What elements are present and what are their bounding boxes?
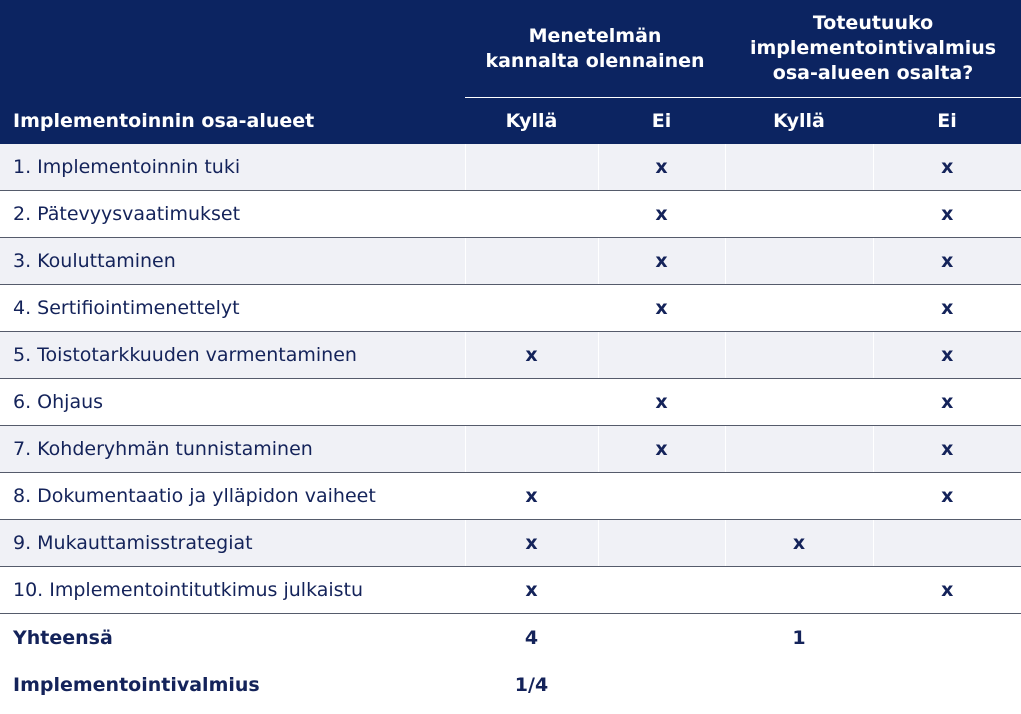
row-mark-rel-yes: x	[464, 566, 598, 614]
row-mark-rel-no	[597, 566, 726, 614]
totals-relevance-yes: 4	[524, 626, 539, 649]
table-header: Menetelmän kannalta olennainen Toteutuuk…	[0, 0, 1021, 144]
row-mark-rel-yes	[464, 237, 598, 285]
row-mark-rel-yes	[464, 378, 598, 426]
row-mark-ready-no: x	[872, 425, 1021, 473]
header-readiness-line1: Toteutuuko	[812, 12, 934, 34]
table-row: 9. Mukauttamisstrategiat x x	[0, 519, 1021, 567]
row-mark-rel-no: x	[597, 190, 726, 238]
row-mark-rel-yes	[464, 144, 598, 191]
table-row: 2. Pätevyysvaatimukset x x	[0, 190, 1021, 238]
row-mark-rel-yes: x	[464, 519, 598, 567]
row-mark-rel-yes: x	[464, 331, 598, 379]
header-readiness-yes: Kyllä	[725, 97, 874, 144]
readiness-empty-1	[598, 661, 725, 708]
row-mark-ready-no: x	[872, 284, 1021, 332]
row-mark-ready-no: x	[872, 144, 1021, 191]
header-readiness-group: Toteutuuko implementointivalmius osa-alu…	[725, 0, 1021, 98]
readiness-label: Implementointivalmius	[13, 673, 260, 696]
header-area-label: Implementoinnin osa-alueet	[0, 97, 465, 144]
row-mark-ready-yes	[724, 472, 874, 520]
totals-label: Yhteensä	[13, 626, 113, 649]
row-label: 1. Implementoinnin tuki	[0, 144, 465, 191]
table-row: 4. Sertifiointimenettelyt x x	[0, 284, 1021, 332]
row-mark-ready-yes	[724, 378, 874, 426]
row-mark-rel-no	[597, 472, 726, 520]
row-mark-ready-yes	[724, 284, 874, 332]
row-mark-ready-yes	[724, 566, 874, 614]
header-relevance-group: Menetelmän kannalta olennainen	[465, 0, 726, 98]
table-row: 1. Implementoinnin tuki x x	[0, 144, 1021, 191]
header-readiness-line2: implementointivalmius	[749, 37, 997, 59]
row-label: 2. Pätevyysvaatimukset	[0, 190, 465, 238]
table-row: 8. Dokumentaatio ja ylläpidon vaiheet x x	[0, 472, 1021, 520]
row-mark-ready-yes	[724, 425, 874, 473]
row-mark-rel-no: x	[597, 425, 726, 473]
row-mark-rel-yes: x	[464, 472, 598, 520]
table-body: 1. Implementoinnin tuki x x 2. Pätevyysvaat…	[0, 144, 1021, 614]
row-label: 5. Toistotarkkuuden varmentaminen	[0, 331, 465, 379]
header-readiness-no: Ei	[873, 97, 1021, 144]
table-row: 10. Implementointitutkimus julkaistu x x	[0, 566, 1021, 614]
row-mark-rel-yes	[464, 190, 598, 238]
row-label: 4. Sertifiointimenettelyt	[0, 284, 465, 332]
row-label: 3. Kouluttaminen	[0, 237, 465, 285]
row-mark-ready-yes	[724, 237, 874, 285]
row-mark-ready-no: x	[872, 237, 1021, 285]
row-label: 10. Implementointitutkimus julkaistu	[0, 566, 465, 614]
readiness-empty-2	[725, 661, 873, 708]
row-mark-ready-no: x	[872, 472, 1021, 520]
row-label: 9. Mukauttamisstrategiat	[0, 519, 465, 567]
table-footer: Yhteensä 4 1 Implementointivalmius 1/4	[0, 614, 1021, 709]
header-relevance-yes: Kyllä	[465, 97, 598, 144]
row-mark-rel-no: x	[597, 237, 726, 285]
row-mark-rel-no: x	[597, 378, 726, 426]
header-relevance-line2: kannalta olennainen	[485, 49, 705, 72]
row-mark-ready-yes	[724, 144, 874, 191]
header-empty-cell	[0, 0, 465, 98]
table-row: 5. Toistotarkkuuden varmentaminen x x	[0, 331, 1021, 379]
table-row: 6. Ohjaus x x	[0, 378, 1021, 426]
row-mark-ready-yes: x	[724, 519, 874, 567]
table-row: 3. Kouluttaminen x x	[0, 237, 1021, 285]
row-mark-rel-no	[597, 331, 726, 379]
row-mark-ready-no: x	[872, 190, 1021, 238]
row-label: 8. Dokumentaatio ja ylläpidon vaiheet	[0, 472, 465, 520]
row-mark-ready-no: x	[872, 566, 1021, 614]
totals-readiness-no	[873, 614, 1021, 662]
row-mark-rel-no: x	[597, 284, 726, 332]
row-label: 7. Kohderyhmän tunnistaminen	[0, 425, 465, 473]
row-mark-ready-yes	[724, 331, 874, 379]
header-relevance-no: Ei	[598, 97, 726, 144]
row-label: 6. Ohjaus	[0, 378, 465, 426]
header-relevance-line1: Menetelmän	[528, 24, 662, 47]
row-mark-ready-no: x	[872, 331, 1021, 379]
row-mark-ready-no: x	[872, 378, 1021, 426]
row-mark-ready-no	[872, 519, 1021, 567]
row-mark-rel-no	[597, 519, 726, 567]
totals-readiness-yes: 1	[792, 626, 806, 649]
row-mark-rel-no: x	[597, 144, 726, 191]
readiness-empty-3	[873, 661, 1021, 708]
totals-relevance-no	[598, 614, 725, 662]
row-mark-rel-yes	[464, 425, 598, 473]
readiness-value: 1/4	[514, 673, 549, 696]
table-row: 7. Kohderyhmän tunnistaminen x x	[0, 425, 1021, 473]
header-readiness-line3: osa-alueen osalta?	[772, 62, 974, 84]
row-mark-ready-yes	[724, 190, 874, 238]
row-mark-rel-yes	[464, 284, 598, 332]
